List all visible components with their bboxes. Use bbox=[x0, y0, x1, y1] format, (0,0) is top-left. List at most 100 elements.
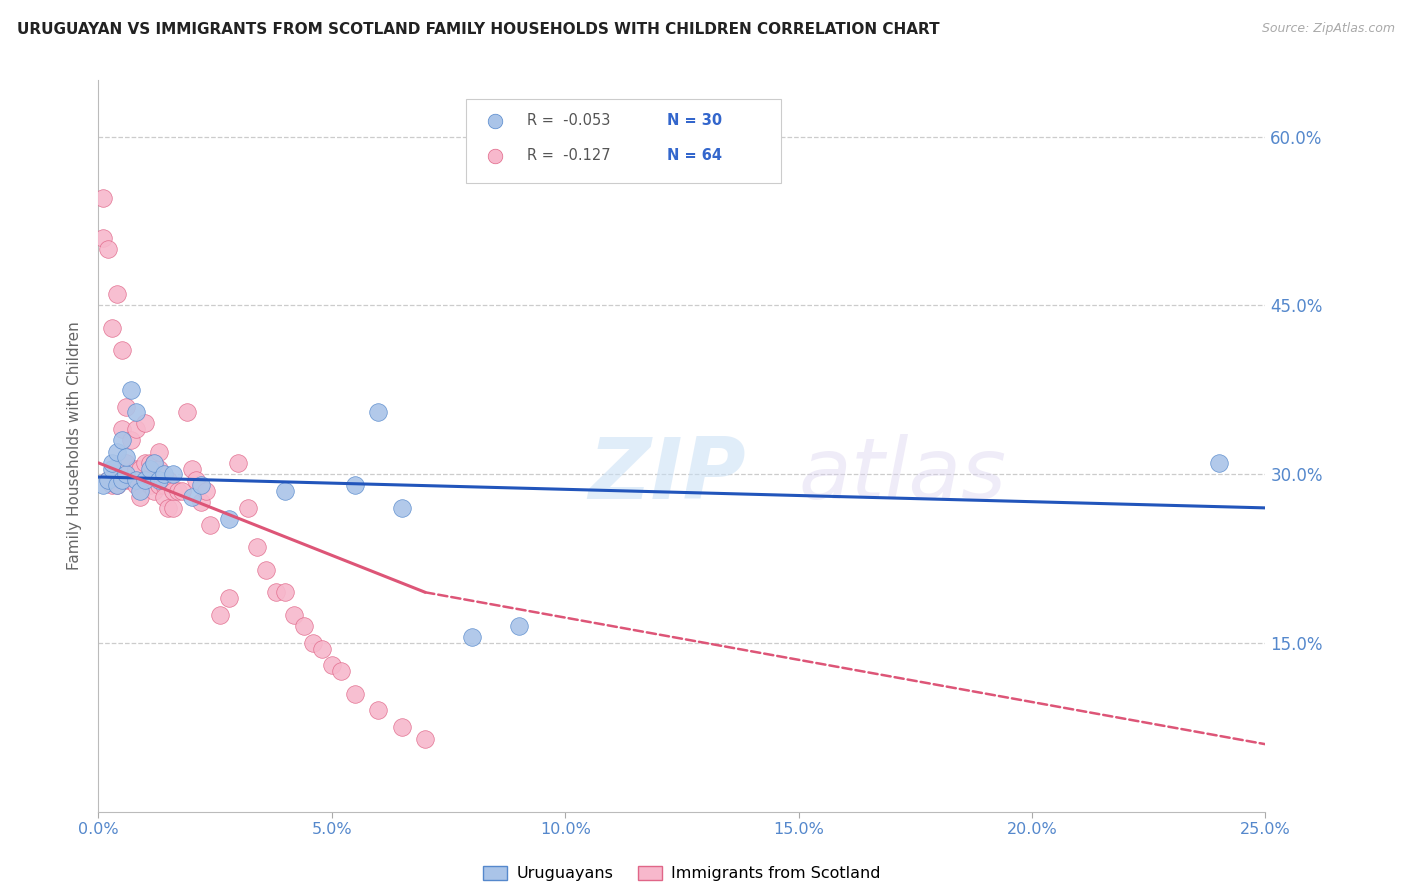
Point bbox=[115, 450, 138, 465]
Point bbox=[190, 478, 212, 492]
Text: R =  -0.127: R = -0.127 bbox=[527, 148, 610, 163]
Point bbox=[162, 467, 184, 482]
Point bbox=[162, 483, 184, 498]
Point bbox=[157, 500, 180, 515]
Point bbox=[1208, 456, 1230, 470]
Legend: Uruguayans, Immigrants from Scotland: Uruguayans, Immigrants from Scotland bbox=[477, 860, 887, 888]
Text: N = 30: N = 30 bbox=[666, 113, 721, 128]
Point bbox=[125, 461, 148, 475]
Point bbox=[157, 473, 180, 487]
Point bbox=[148, 461, 170, 475]
Point bbox=[97, 242, 120, 256]
Point bbox=[111, 422, 134, 436]
Point bbox=[302, 636, 325, 650]
Point bbox=[292, 619, 315, 633]
Point bbox=[344, 687, 367, 701]
Point bbox=[97, 473, 120, 487]
Point bbox=[105, 444, 128, 458]
Point bbox=[180, 490, 202, 504]
Point bbox=[283, 607, 305, 622]
Point bbox=[115, 473, 138, 487]
Point bbox=[236, 500, 259, 515]
Point bbox=[218, 512, 240, 526]
Point bbox=[101, 321, 124, 335]
Text: URUGUAYAN VS IMMIGRANTS FROM SCOTLAND FAMILY HOUSEHOLDS WITH CHILDREN CORRELATIO: URUGUAYAN VS IMMIGRANTS FROM SCOTLAND FA… bbox=[17, 22, 939, 37]
Point bbox=[256, 563, 278, 577]
Point bbox=[391, 500, 413, 515]
Point bbox=[391, 720, 413, 734]
Text: ZIP: ZIP bbox=[589, 434, 747, 516]
Point bbox=[139, 456, 162, 470]
Point bbox=[148, 444, 170, 458]
Y-axis label: Family Households with Children: Family Households with Children bbox=[67, 322, 83, 570]
Point bbox=[208, 607, 231, 622]
Point bbox=[152, 467, 174, 482]
Point bbox=[101, 461, 124, 475]
Point bbox=[190, 495, 212, 509]
Point bbox=[134, 417, 156, 431]
Point bbox=[143, 456, 166, 470]
Point bbox=[367, 405, 389, 419]
Point bbox=[461, 630, 484, 644]
Point bbox=[152, 478, 174, 492]
Point bbox=[344, 478, 367, 492]
Point bbox=[139, 478, 162, 492]
Point bbox=[180, 461, 202, 475]
Point bbox=[115, 467, 138, 482]
Point bbox=[194, 483, 217, 498]
Point bbox=[321, 658, 343, 673]
Text: atlas: atlas bbox=[799, 434, 1007, 516]
Point bbox=[508, 619, 530, 633]
Point bbox=[91, 478, 114, 492]
Text: Source: ZipAtlas.com: Source: ZipAtlas.com bbox=[1261, 22, 1395, 36]
Point bbox=[125, 478, 148, 492]
Point bbox=[143, 456, 166, 470]
Point bbox=[111, 343, 134, 358]
Point bbox=[101, 478, 124, 492]
Text: N = 64: N = 64 bbox=[666, 148, 721, 163]
Point bbox=[228, 456, 250, 470]
Point bbox=[274, 483, 297, 498]
Point bbox=[125, 405, 148, 419]
Point bbox=[218, 591, 240, 605]
Point bbox=[129, 490, 152, 504]
Point bbox=[120, 473, 142, 487]
Point bbox=[105, 478, 128, 492]
Point bbox=[125, 422, 148, 436]
Point bbox=[162, 500, 184, 515]
Point bbox=[101, 473, 124, 487]
Point bbox=[129, 461, 152, 475]
Point bbox=[264, 585, 287, 599]
Text: R =  -0.053: R = -0.053 bbox=[527, 113, 610, 128]
Point bbox=[172, 483, 194, 498]
Point bbox=[120, 434, 142, 448]
Point bbox=[143, 483, 166, 498]
Point bbox=[166, 483, 188, 498]
Point bbox=[101, 456, 124, 470]
FancyBboxPatch shape bbox=[465, 99, 782, 183]
Point bbox=[274, 585, 297, 599]
Point bbox=[176, 405, 198, 419]
Point bbox=[186, 473, 208, 487]
Point bbox=[134, 473, 156, 487]
Point bbox=[413, 731, 436, 746]
Point bbox=[367, 703, 389, 717]
Point bbox=[148, 473, 170, 487]
Point bbox=[97, 473, 120, 487]
Point bbox=[91, 231, 114, 245]
Point bbox=[111, 434, 134, 448]
Point bbox=[139, 461, 162, 475]
Point bbox=[311, 641, 333, 656]
Point bbox=[115, 456, 138, 470]
Point bbox=[134, 456, 156, 470]
Point bbox=[115, 400, 138, 414]
Point bbox=[152, 490, 174, 504]
Point bbox=[129, 483, 152, 498]
Point bbox=[111, 473, 134, 487]
Point bbox=[148, 478, 170, 492]
Point bbox=[91, 191, 114, 205]
Point bbox=[105, 287, 128, 301]
Point bbox=[246, 541, 269, 555]
Point bbox=[330, 664, 353, 678]
Point bbox=[200, 517, 222, 532]
